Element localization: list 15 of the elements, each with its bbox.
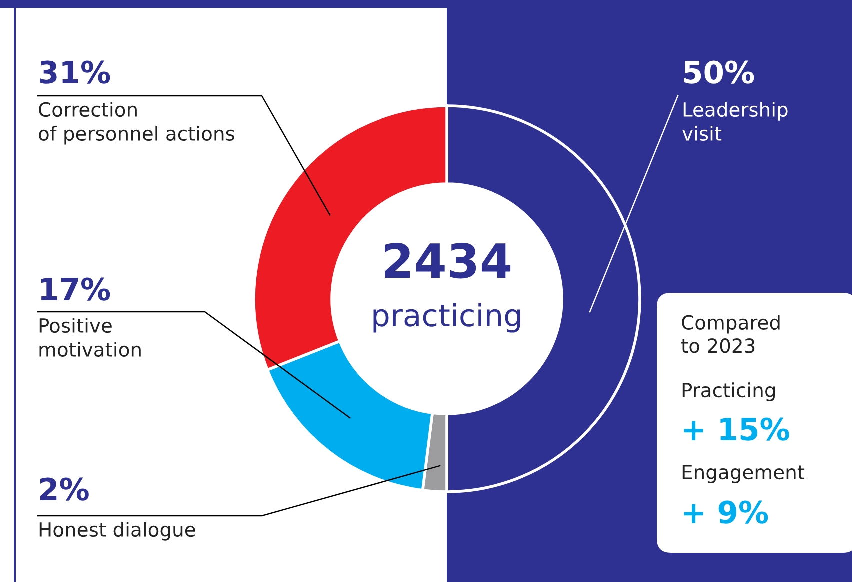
- text: Engagement: [682, 465, 805, 484]
- text: Practicing: [682, 382, 776, 402]
- data-label: 50%: [684, 60, 754, 84]
- data-label: 17%: [41, 278, 110, 301]
- text: + 15%: [684, 418, 790, 441]
- slice-label: Leadership visit: [682, 102, 788, 142]
- data-label: 2%: [40, 478, 89, 501]
- data-label: 31%: [40, 60, 110, 84]
- text: 2434: [385, 242, 511, 279]
- slice-label: Positive motivation: [40, 318, 141, 358]
- text: + 9%: [684, 500, 768, 524]
- text: Compared to 2023: [682, 314, 780, 354]
- text: practicing: [374, 303, 520, 333]
- slice-label: Honest dialogue: [40, 522, 196, 541]
- slice-label: Correction of personnel actions: [39, 102, 234, 145]
